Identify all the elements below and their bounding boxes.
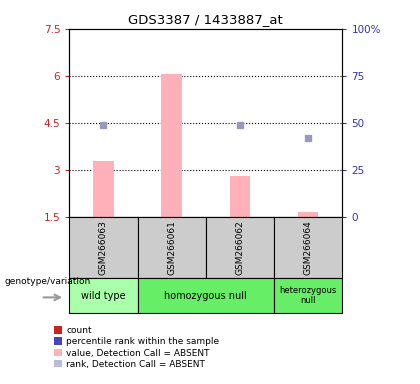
Bar (69, 278, 138, 313)
Text: GSM266061: GSM266061 (167, 220, 176, 275)
Bar (138, 217, 206, 278)
Bar (274, 217, 342, 278)
Bar (206, 217, 274, 278)
Legend: count, percentile rank within the sample, value, Detection Call = ABSENT, rank, : count, percentile rank within the sample… (53, 325, 220, 370)
Bar (93, 161, 114, 217)
Bar (274, 278, 342, 313)
Bar (161, 74, 182, 217)
Text: homozygous null: homozygous null (164, 291, 247, 301)
Bar (138, 278, 274, 313)
Text: heterozygous
null: heterozygous null (280, 286, 337, 305)
Text: genotype/variation: genotype/variation (4, 277, 90, 286)
Text: GSM266062: GSM266062 (236, 220, 244, 275)
Bar (69, 217, 138, 278)
Title: GDS3387 / 1433887_at: GDS3387 / 1433887_at (129, 13, 283, 26)
Bar (230, 176, 250, 217)
Bar (298, 212, 318, 217)
Text: GSM266063: GSM266063 (99, 220, 108, 275)
Text: GSM266064: GSM266064 (304, 220, 312, 275)
Text: wild type: wild type (81, 291, 126, 301)
